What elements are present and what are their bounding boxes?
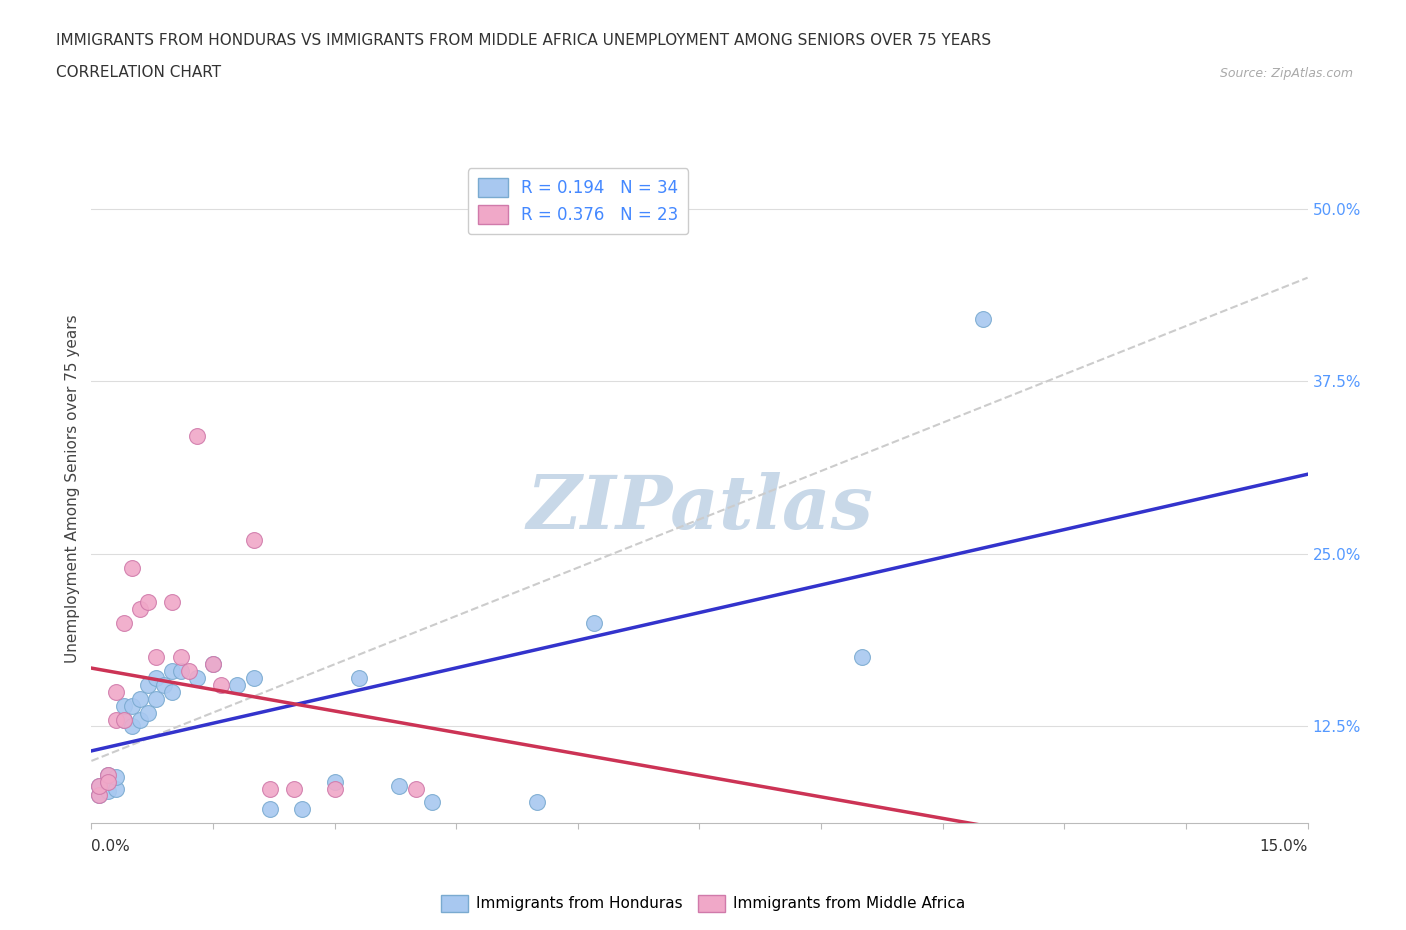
Point xyxy=(242,671,264,685)
Point xyxy=(121,698,143,713)
Point xyxy=(242,533,264,548)
Point xyxy=(851,650,873,665)
Point xyxy=(259,802,281,817)
Point xyxy=(129,712,152,727)
Legend: Immigrants from Honduras, Immigrants from Middle Africa: Immigrants from Honduras, Immigrants fro… xyxy=(434,889,972,918)
Point xyxy=(145,650,167,665)
Point xyxy=(291,802,314,817)
Point xyxy=(97,767,120,782)
Point xyxy=(972,312,994,326)
Point xyxy=(129,691,152,706)
Text: 0.0%: 0.0% xyxy=(91,839,131,854)
Point xyxy=(112,698,135,713)
Point xyxy=(112,712,135,727)
Point xyxy=(388,778,411,793)
Text: CORRELATION CHART: CORRELATION CHART xyxy=(56,65,221,80)
Point xyxy=(153,678,176,693)
Text: IMMIGRANTS FROM HONDURAS VS IMMIGRANTS FROM MIDDLE AFRICA UNEMPLOYMENT AMONG SEN: IMMIGRANTS FROM HONDURAS VS IMMIGRANTS F… xyxy=(56,33,991,47)
Point xyxy=(162,664,184,679)
Point xyxy=(104,712,127,727)
Point xyxy=(226,678,249,693)
Point xyxy=(420,795,443,810)
Point xyxy=(97,767,120,782)
Point xyxy=(104,684,127,699)
Point xyxy=(97,784,120,799)
Text: ZIPatlas: ZIPatlas xyxy=(526,472,873,545)
Point xyxy=(136,594,159,609)
Text: Source: ZipAtlas.com: Source: ZipAtlas.com xyxy=(1219,67,1353,80)
Point xyxy=(104,770,127,785)
Point xyxy=(186,429,208,444)
Point xyxy=(347,671,370,685)
Point xyxy=(583,616,606,631)
Point xyxy=(169,664,191,679)
Point xyxy=(283,781,305,796)
Point xyxy=(129,602,152,617)
Point xyxy=(169,650,191,665)
Point xyxy=(145,671,167,685)
Point xyxy=(209,678,232,693)
Point xyxy=(186,671,208,685)
Y-axis label: Unemployment Among Seniors over 75 years: Unemployment Among Seniors over 75 years xyxy=(65,314,80,662)
Point xyxy=(259,781,281,796)
Point xyxy=(121,719,143,734)
Point xyxy=(112,712,135,727)
Point xyxy=(405,781,427,796)
Point xyxy=(89,788,111,803)
Point xyxy=(112,616,135,631)
Legend: R = 0.194   N = 34, R = 0.376   N = 23: R = 0.194 N = 34, R = 0.376 N = 23 xyxy=(468,168,688,234)
Point xyxy=(121,560,143,575)
Point xyxy=(89,778,111,793)
Point xyxy=(202,657,225,671)
Point xyxy=(104,781,127,796)
Point xyxy=(202,657,225,671)
Point xyxy=(145,691,167,706)
Point xyxy=(177,664,200,679)
Point xyxy=(162,594,184,609)
Point xyxy=(323,781,346,796)
Point xyxy=(526,795,548,810)
Point xyxy=(136,678,159,693)
Point xyxy=(162,684,184,699)
Point xyxy=(136,705,159,720)
Point xyxy=(89,788,111,803)
Text: 15.0%: 15.0% xyxy=(1260,839,1308,854)
Point xyxy=(97,774,120,789)
Point xyxy=(89,778,111,793)
Point xyxy=(323,774,346,789)
